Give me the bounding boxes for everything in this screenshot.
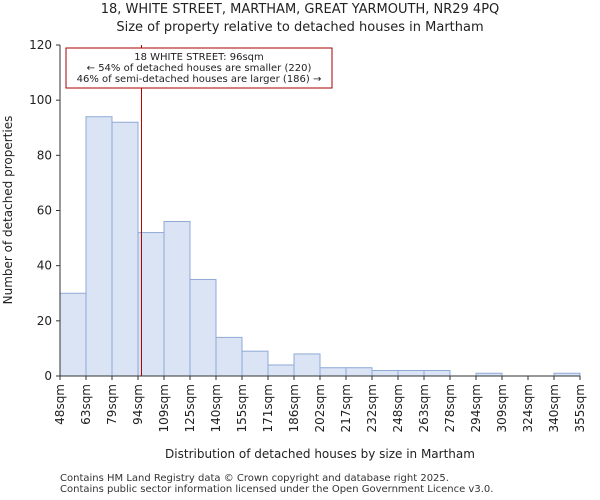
- x-tick-label-324sqm: 324sqm: [521, 384, 535, 432]
- x-tick-label-171sqm: 171sqm: [261, 384, 275, 432]
- bar-232sqm: [371, 369, 399, 377]
- x-tick-label-186sqm: 186sqm: [287, 384, 301, 432]
- y-tick-label-100: 100: [29, 93, 52, 107]
- bar-217sqm: [345, 367, 373, 377]
- x-tick-label-217sqm: 217sqm: [339, 384, 353, 432]
- y-tick-label-120: 120: [29, 38, 52, 52]
- annotation-group: 18 WHITE STREET: 96sqm← 54% of detached …: [65, 45, 333, 376]
- y-axis-label: Number of detached properties: [1, 116, 15, 305]
- footer-licence: Contains public sector information licen…: [60, 484, 494, 495]
- annotation-line2: ← 54% of detached houses are smaller (22…: [87, 63, 312, 74]
- bar-63sqm: [85, 116, 113, 377]
- x-tick-label-248sqm: 248sqm: [391, 384, 405, 432]
- x-tick-label-155sqm: 155sqm: [235, 384, 249, 432]
- x-tick-label-125sqm: 125sqm: [183, 384, 197, 432]
- bar-125sqm: [189, 278, 217, 377]
- chart-subtitle: Size of property relative to detached ho…: [116, 20, 484, 35]
- bar-79sqm: [111, 121, 139, 377]
- x-tick-label-48sqm: 48sqm: [53, 384, 67, 425]
- bar-171sqm: [267, 364, 295, 377]
- footer-copyright: Contains HM Land Registry data © Crown c…: [60, 473, 449, 484]
- x-tick-label-278sqm: 278sqm: [443, 384, 457, 432]
- x-tick-label-263sqm: 263sqm: [417, 384, 431, 432]
- x-tick-label-79sqm: 79sqm: [105, 384, 119, 425]
- y-tick-label-80: 80: [37, 148, 52, 162]
- bar-140sqm: [215, 336, 243, 377]
- x-tick-label-340sqm: 340sqm: [547, 384, 561, 432]
- x-tick-label-202sqm: 202sqm: [313, 384, 327, 432]
- x-axis-label: Distribution of detached houses by size …: [165, 447, 475, 461]
- y-tick-label-40: 40: [37, 259, 52, 273]
- x-tick-label-109sqm: 109sqm: [157, 384, 171, 432]
- chart-title: 18, WHITE STREET, MARTHAM, GREAT YARMOUT…: [100, 2, 500, 17]
- bar-94sqm: [137, 232, 165, 377]
- bar-155sqm: [241, 350, 269, 377]
- x-tick-label-63sqm: 63sqm: [79, 384, 93, 425]
- x-tick-label-140sqm: 140sqm: [209, 384, 223, 432]
- bars-group: [59, 116, 581, 377]
- bar-263sqm: [423, 369, 451, 377]
- y-tick-label-20: 20: [37, 314, 52, 328]
- bar-248sqm: [397, 369, 425, 377]
- y-tick-label-0: 0: [44, 369, 52, 383]
- annotation-box: [65, 47, 333, 89]
- y-tick-label-60: 60: [37, 204, 52, 218]
- bar-48sqm: [59, 292, 87, 377]
- bar-202sqm: [319, 367, 347, 377]
- x-tick-label-94sqm: 94sqm: [131, 384, 145, 425]
- x-tick-label-355sqm: 355sqm: [573, 384, 587, 432]
- x-tick-label-294sqm: 294sqm: [469, 384, 483, 432]
- bar-186sqm: [293, 353, 321, 377]
- annotation-line1: 18 WHITE STREET: 96sqm: [134, 52, 264, 63]
- x-tick-label-232sqm: 232sqm: [365, 384, 379, 432]
- x-tick-label-309sqm: 309sqm: [495, 384, 509, 432]
- axes-group: 0 20 40 60 80 100 120 48sqm 63sqm 79sqm 94sqm 109sq…: [29, 38, 587, 432]
- annotation-line3: 46% of semi-detached houses are larger (…: [77, 74, 322, 85]
- bar-109sqm: [163, 221, 191, 377]
